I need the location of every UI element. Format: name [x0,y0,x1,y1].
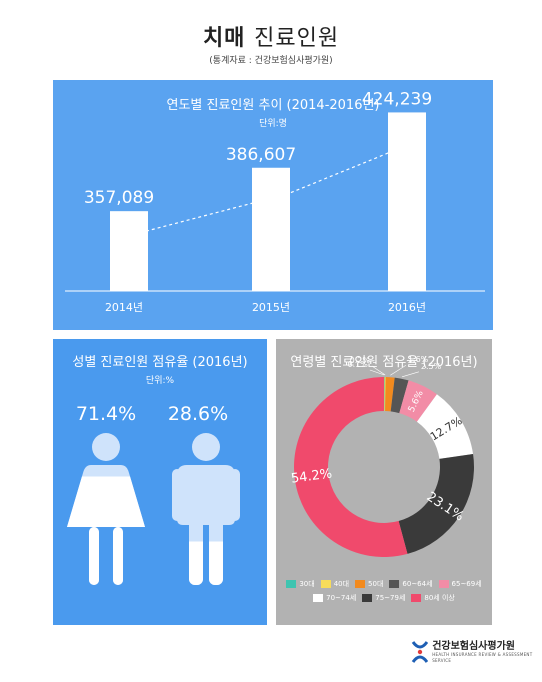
legend-label-4: 65~69세 [451,580,482,588]
bar-1 [252,167,290,291]
donut-legend: 30대 40대 50대 60~64세 65~69세 70~74세 75~79세 80세 이상 [286,579,482,603]
donut-slice-0 [384,377,385,412]
donut-slice-1 [384,377,386,412]
donut-chart: 0.1%0.2% 1.6%2.5%5.6%12.7%23.1%54.2% [290,355,474,557]
legend-item-5: 70~74세 [313,593,356,603]
yearly-chart-unit: 단위:명 [259,119,287,129]
legend-swatch-3 [389,580,400,588]
age-chart-title: 연령별 진료인원 점유율 (2016년) [290,355,478,370]
male-figure-icon [172,433,240,585]
legend-item-6: 75~79세 [362,593,405,603]
donut-slice-5 [416,394,474,459]
logo-subtext: HEALTH INSURANCE REVIEW & ASSESSMENT SER… [432,651,533,663]
bar-category-label-1: 2015년 [252,301,290,314]
female-figure-icon [67,433,145,585]
bar-value-label-1: 386,607 [226,145,296,165]
male-percent: 28.6% [167,403,229,425]
female-percent: 71.4% [75,403,137,425]
gender-chart-title: 성별 진료인원 점유율 (2016년) [72,355,248,370]
donut-label-7: 54.2% [290,466,333,486]
donut-leader-2 [390,364,407,376]
bar-chart: 357,089 2014년 386,607 2015년 424,239 2016년 [65,89,485,314]
logo-text: 건강보험심사평가원 [432,640,515,652]
hira-logo: 건강보험심사평가원 HEALTH INSURANCE REVIEW & ASSE… [410,640,542,664]
yearly-chart-title: 연도별 진료인원 추이 (2014-2016년) [166,98,380,113]
legend-item-3: 60~64세 [389,579,433,589]
donut-slice-4 [399,380,437,422]
title-light: 진료인원 [254,26,340,51]
legend-item-2: 50대 [355,579,383,589]
donut-label-1: 0.2% [350,356,371,365]
yearly-chart-panel: 연도별 진료인원 추이 (2014-2016년) 단위:명 357,089 201… [53,80,493,330]
legend-label-1: 40대 [333,580,350,588]
donut-label-3: 2.5% [421,362,442,371]
legend-swatch-2 [355,580,366,588]
hira-logo-icon [411,641,429,663]
gender-chart-panel: 성별 진료인원 점유율 (2016년) 단위:% 71.4% 28.6% [53,339,267,625]
bar-value-label-0: 357,089 [84,188,154,208]
donut-leader-0 [369,369,385,376]
age-chart-panel: 연령별 진료인원 점유율 (2016년) 0.1% 0.2% 1.6% 2.5% 5.6… [276,339,492,625]
legend-item-1: 40대 [320,579,350,589]
bar-0 [110,211,148,291]
legend-label-0: 30대 [299,580,315,588]
legend-item-0: 30대 [286,579,315,589]
legend-label-6: 75~79세 [375,594,406,602]
legend-label-7: 80세 이상 [424,594,455,602]
donut-leader-1 [371,365,386,376]
legend-label-2: 50대 [368,580,384,588]
title-bold: 치매 [202,26,246,51]
legend-swatch-0 [286,580,297,588]
bar-2 [388,112,426,291]
legend-item-7: 80세 이상 [411,593,455,603]
legend-swatch-1 [320,580,331,588]
donut-slice-7 [294,377,408,557]
bar-value-label-2: 424,239 [362,89,432,109]
gender-chart-unit: 단위:% [145,376,175,386]
donut-label-2: 1.6% [408,355,429,364]
gender-pictogram [67,433,240,585]
source-note: (통계자료 : 건강보험심사평가원) [209,56,333,66]
legend-swatch-6 [362,594,373,602]
page-title: 치매 진료인원 [0,20,542,52]
legend-label-3: 60~64세 [402,580,433,588]
bar-category-label-0: 2014년 [105,301,143,314]
trend-line [145,137,425,232]
donut-slice-2 [385,377,395,412]
donut-slice-6 [398,454,474,554]
legend-item-4: 65~69세 [438,579,482,589]
legend-swatch-5 [313,594,324,602]
donut-slice-3 [390,377,409,414]
legend-swatch-7 [411,594,422,602]
legend-label-5: 70~74세 [326,594,357,602]
donut-label-0: 0.1% [348,360,369,369]
donut-leader-3 [402,371,419,378]
bar-category-label-2: 2016년 [388,301,426,314]
legend-swatch-4 [438,580,449,588]
